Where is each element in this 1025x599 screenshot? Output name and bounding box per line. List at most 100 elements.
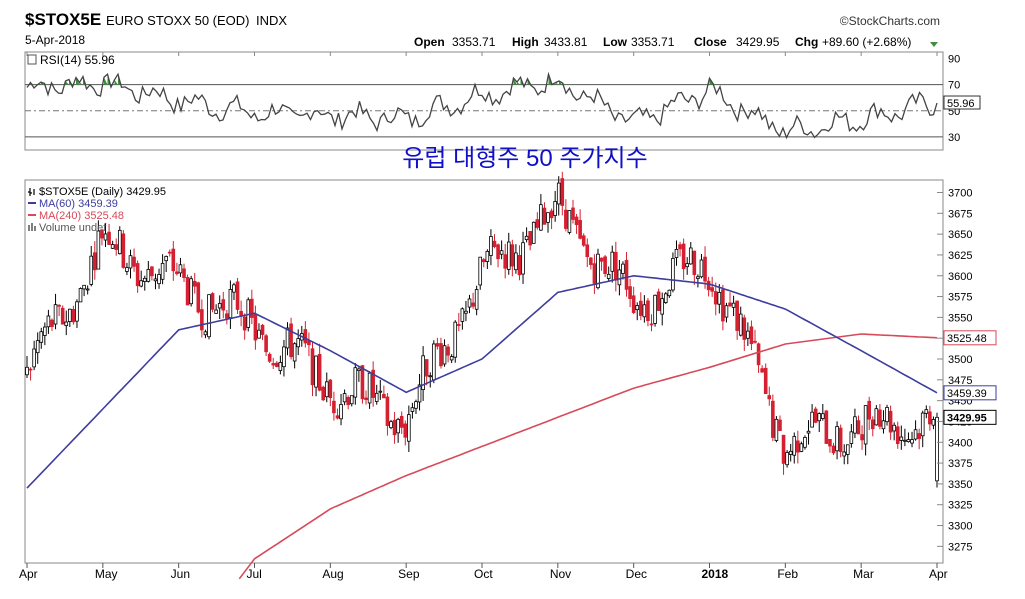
candle-body (931, 419, 936, 426)
candle-body (906, 439, 911, 443)
price-tag-text: 3525.48 (947, 333, 987, 345)
candle-body (321, 386, 325, 401)
candle-body (860, 434, 864, 441)
candle-body (796, 440, 800, 453)
candle-body (35, 340, 40, 354)
candle-body (71, 308, 76, 323)
candle-body (828, 439, 832, 447)
price-tick-label: 3275 (948, 541, 972, 553)
candle-body (628, 286, 632, 299)
candle-body (692, 250, 697, 275)
candle-body (806, 430, 811, 434)
price-tick-label: 3300 (948, 521, 972, 533)
candle-body (774, 418, 779, 441)
candle-body (407, 414, 411, 442)
candle-body (142, 277, 147, 282)
candle-body (785, 452, 789, 466)
candle-body (699, 259, 704, 278)
candle-body (924, 409, 929, 414)
candle-body (517, 254, 522, 276)
candle-body (178, 264, 183, 274)
candle-body (553, 201, 557, 216)
x-tick-label: Apr (929, 567, 948, 581)
candle-body (910, 439, 914, 444)
candle-body (920, 412, 925, 437)
candle-body (214, 309, 218, 314)
candle-body (93, 252, 97, 271)
candle-body (721, 289, 725, 322)
exchange-label: INDX (256, 13, 287, 28)
price-tick-label: 3700 (948, 187, 972, 199)
candle-body (571, 207, 575, 220)
candle-body (667, 289, 672, 297)
x-axis: Apr May Jun Jul Aug Sep Oct Nov Dec 2018 Feb Mar Apr (19, 52, 948, 581)
candle-body (478, 256, 483, 286)
candle-body (831, 445, 836, 454)
candle-body (46, 315, 51, 328)
index-name: EURO STOXX 50 (EOD) (106, 13, 250, 28)
candle-body (414, 401, 418, 409)
x-tick-label: 2018 (702, 567, 729, 581)
price-tick-label: 3675 (948, 208, 972, 220)
candle-body (489, 236, 493, 256)
candle-body (895, 426, 900, 444)
candle-body (207, 294, 211, 338)
candle-body (935, 416, 939, 482)
candle-body (706, 280, 711, 291)
candle-body (128, 255, 133, 269)
candle-body (132, 256, 136, 267)
candle-body (878, 409, 882, 427)
candle-body (314, 355, 318, 388)
candle-body (150, 266, 154, 277)
candle-body (581, 235, 586, 246)
candle-body (210, 293, 215, 310)
candle-body (192, 280, 197, 287)
candle-body (182, 268, 186, 278)
candle-body (621, 263, 625, 274)
candle-body (68, 308, 72, 323)
candle-body (82, 284, 86, 290)
candle-body (389, 421, 393, 429)
candle-body (874, 408, 879, 426)
candle-body (260, 324, 265, 335)
candle-body (556, 182, 561, 205)
candle-body (760, 368, 764, 373)
candle-body (646, 300, 650, 322)
candle-body (531, 221, 536, 244)
close-label: Close (694, 35, 727, 49)
candle-body (663, 293, 668, 303)
price-tick-label: 3375 (948, 458, 972, 470)
candle-body (232, 284, 236, 293)
candle-body (257, 329, 261, 339)
price-panel-frame (24, 179, 944, 564)
candle-body (296, 338, 301, 348)
candle-body (756, 343, 761, 366)
price-tag-text: 3429.95 (947, 412, 987, 424)
candle-body (353, 367, 358, 398)
x-tick-label: Mar (853, 567, 874, 581)
symbol-title: $STOX5E (25, 10, 101, 29)
candle-body (824, 410, 829, 444)
candle-body (271, 363, 276, 366)
candle-body (221, 299, 226, 311)
rsi-value-tag-text: 55.96 (947, 98, 975, 110)
candle-body (685, 263, 689, 268)
x-tick-label: Jun (171, 567, 190, 581)
candle-body (275, 362, 279, 367)
candle-body (164, 256, 168, 262)
candle-body (103, 233, 108, 241)
candle-body (913, 429, 918, 440)
candle-body (781, 434, 786, 464)
down-triangle-icon (930, 42, 938, 47)
candle-body (567, 210, 572, 233)
candle-body (167, 251, 172, 254)
candle-body (917, 433, 921, 440)
candle-body (506, 241, 511, 270)
price-tick-label: 3550 (948, 312, 972, 324)
rsi-legend-box (27, 54, 37, 65)
candle-body (392, 419, 397, 436)
price-candles (25, 171, 939, 488)
candle-body (28, 368, 33, 371)
candle-body (403, 423, 408, 438)
